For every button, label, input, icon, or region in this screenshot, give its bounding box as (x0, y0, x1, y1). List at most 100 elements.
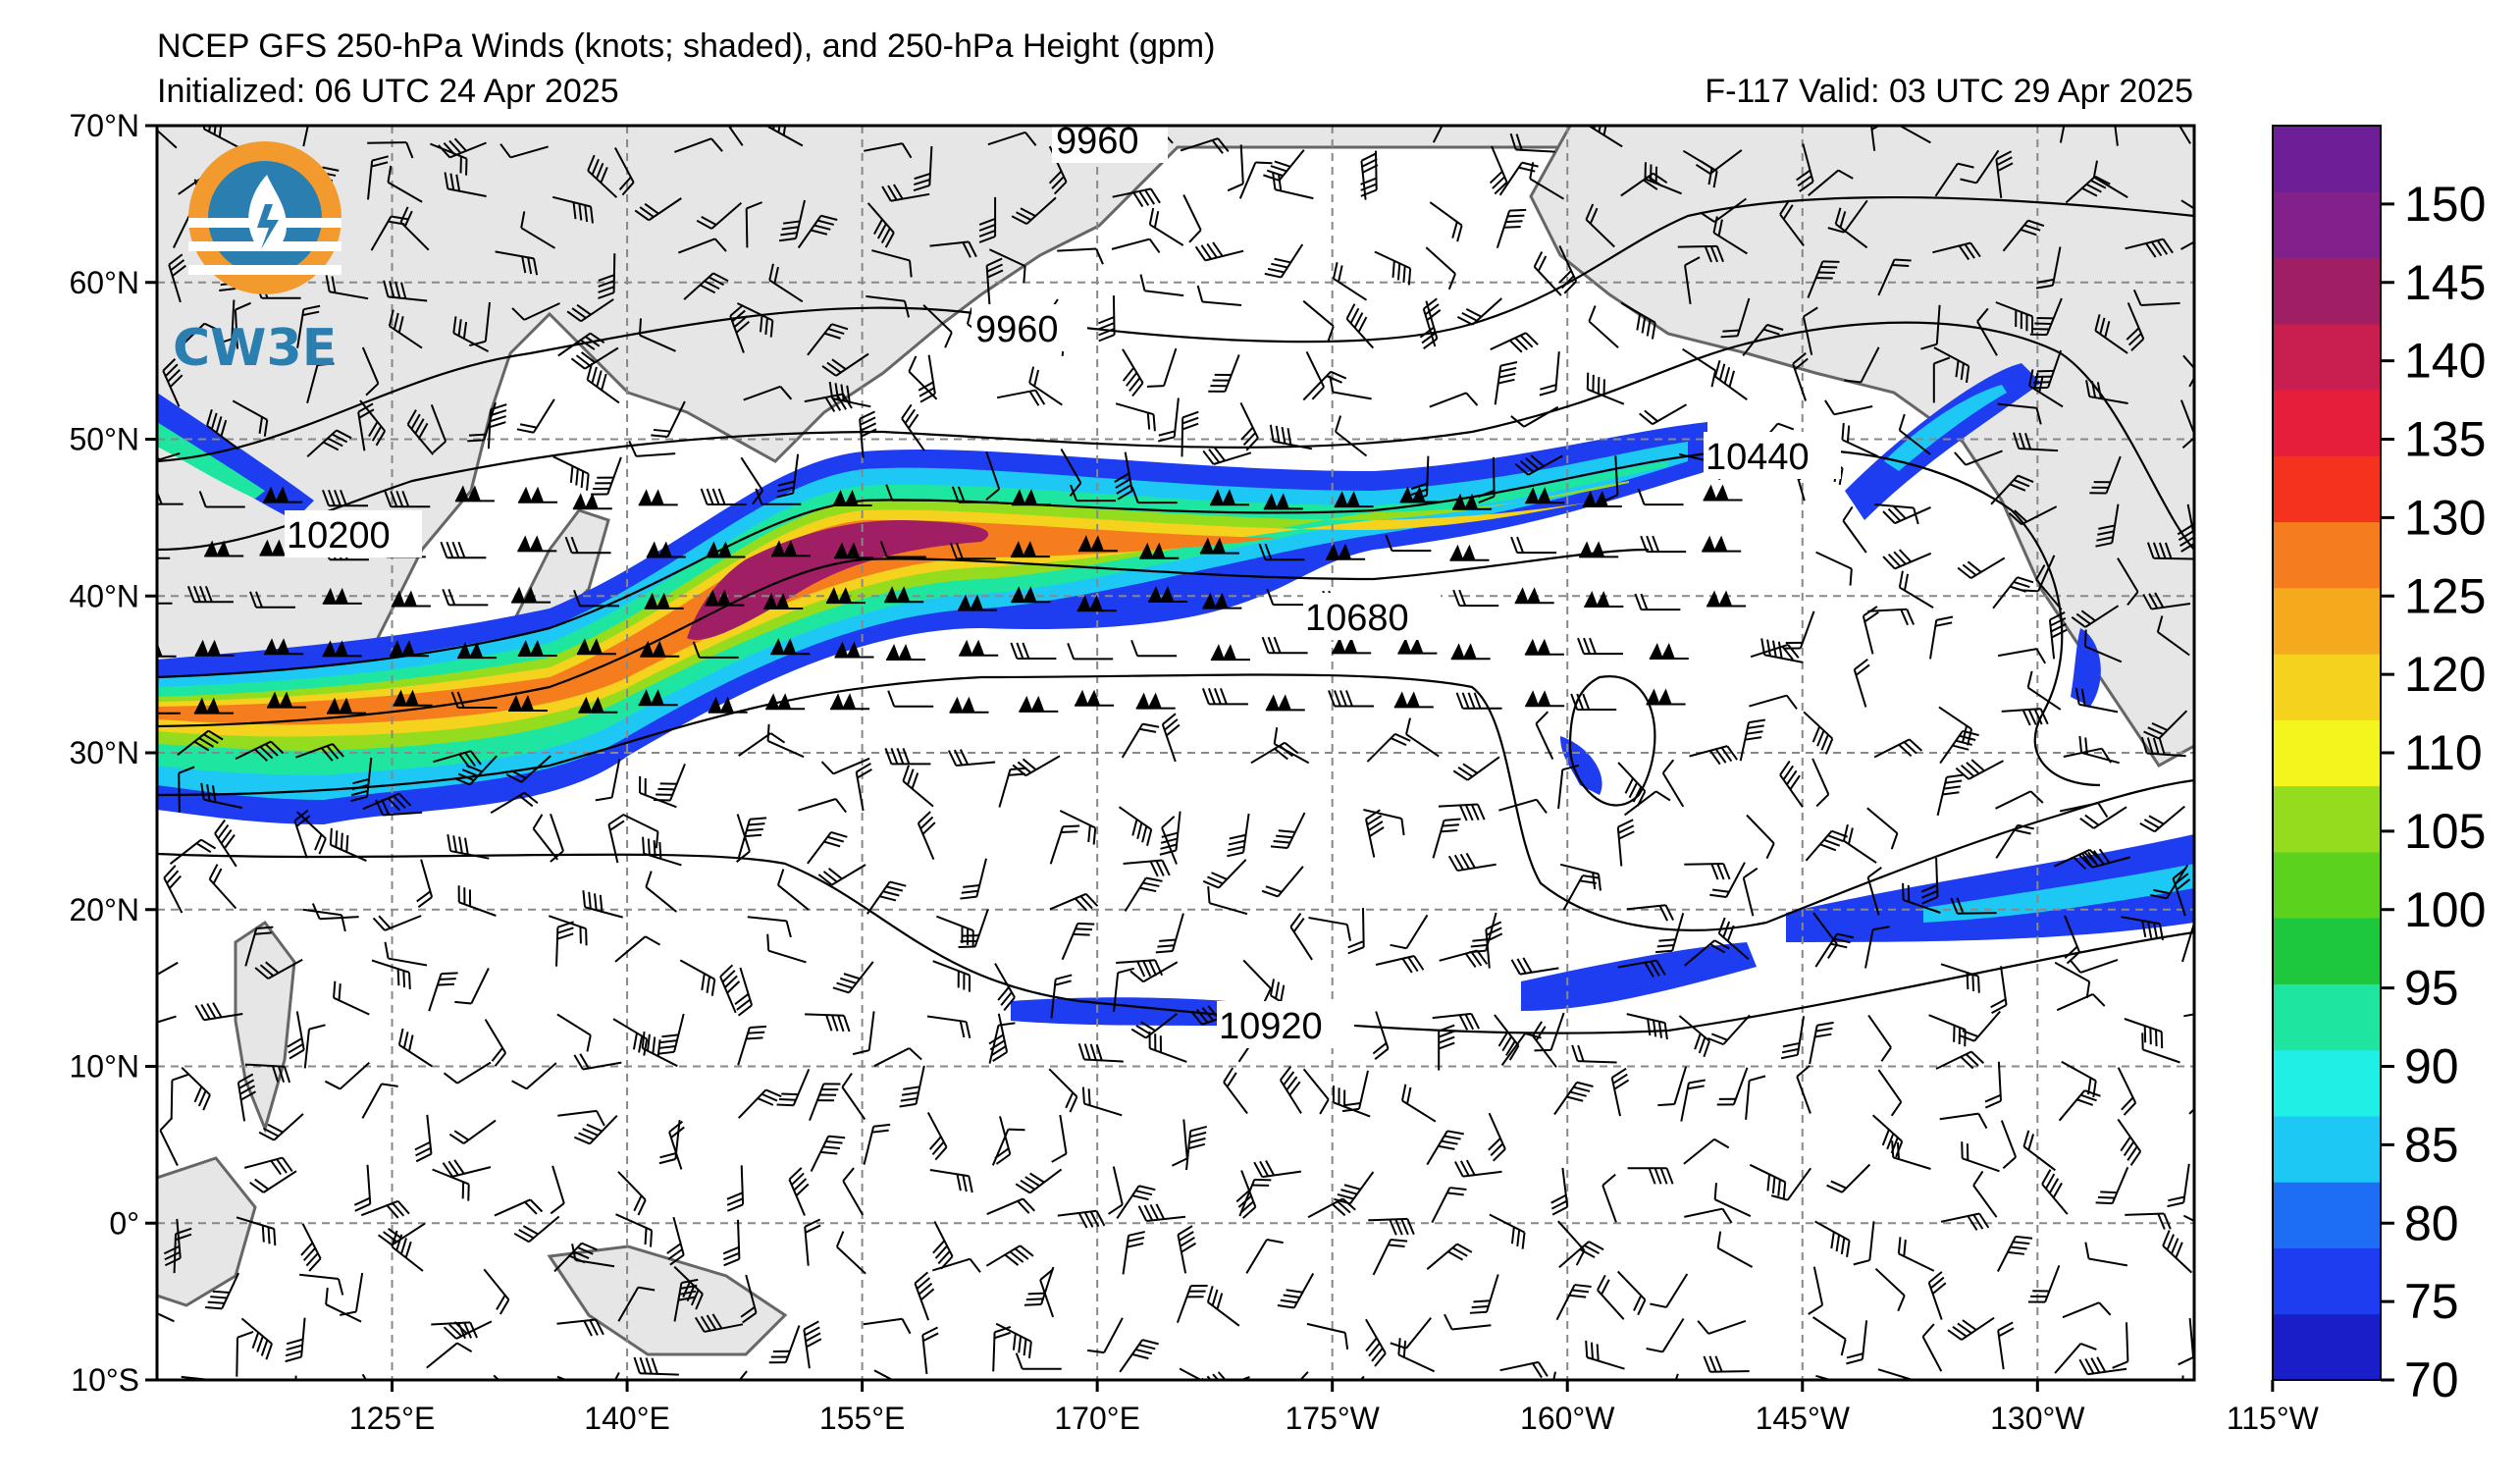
wind-barb (692, 641, 739, 659)
barb-feather (338, 983, 341, 1001)
barb-feather (210, 412, 218, 430)
barb-feather (285, 1350, 302, 1357)
philippines-land (234, 920, 296, 1134)
barb-feather (1360, 152, 1378, 162)
barb-feather (597, 476, 614, 479)
barb-feather (1838, 467, 1844, 486)
barb-feather (1441, 1139, 1458, 1145)
barb-feather (827, 327, 845, 335)
barb-pennant (1338, 543, 1352, 559)
barb-feather (2164, 1413, 2179, 1420)
wind-barb (1940, 1212, 1990, 1231)
barb-feather (772, 1350, 790, 1352)
wind-barb (2172, 867, 2191, 917)
barb-feather (206, 783, 211, 802)
barb-feather (1311, 386, 1325, 400)
barb-feather (166, 870, 180, 884)
wind-barb (1891, 1140, 1931, 1170)
wind-barb (263, 486, 303, 503)
barb-feather (1824, 399, 1835, 415)
wind-barb (1157, 397, 1180, 443)
wind-barb (367, 155, 389, 200)
barb-pennant (1086, 689, 1101, 706)
barb-feather (1632, 786, 1643, 803)
barb-feather (1278, 829, 1295, 833)
barb-feather (2146, 542, 2155, 559)
wind-barb (2054, 1342, 2097, 1374)
barb-feather (2223, 1008, 2231, 1025)
barb-feather (1255, 161, 1273, 165)
barb-feather (1970, 759, 1985, 772)
barb-feather (588, 891, 592, 909)
wind-barb (2062, 1301, 2112, 1319)
barb-feather (1391, 260, 1395, 278)
barb-feather (1972, 1214, 1984, 1230)
barb-feather (332, 433, 348, 444)
barb-feather (1063, 824, 1080, 828)
barb-feather (396, 969, 400, 986)
barb-pennant (832, 490, 847, 505)
barb-feather (511, 1080, 528, 1090)
wind-barb (674, 137, 723, 153)
barb-feather (1447, 855, 1459, 872)
barb-feather (2166, 1234, 2175, 1250)
wind-barb (1780, 1016, 1806, 1060)
barb-feather (1634, 593, 1643, 610)
barb-feather (951, 486, 960, 503)
barb-feather (1849, 1387, 1859, 1404)
wind-barb (1932, 356, 1951, 403)
barb-feather (2081, 186, 2098, 197)
barb-feather (1815, 277, 1833, 280)
barb-feather (1266, 588, 1275, 606)
wind-barb (2124, 1018, 2164, 1049)
wind-barb (1261, 636, 1308, 655)
barb-feather (827, 835, 845, 843)
barb-feather (211, 785, 217, 803)
wind-barb (2048, 610, 2068, 660)
barb-feather (1902, 882, 1905, 901)
barb-feather (2148, 815, 2165, 825)
wind-barb (1874, 1267, 1906, 1312)
barb-feather (960, 895, 977, 900)
barb-feather (2193, 381, 2209, 396)
barb-feather (1710, 863, 1719, 880)
barb-feather (1830, 1180, 1847, 1190)
barb-feather (1617, 824, 1635, 834)
barb-feather (1537, 1361, 1549, 1377)
barb-feather (1087, 824, 1091, 843)
barb-feather (2094, 314, 2101, 332)
barb-pennant (517, 535, 532, 552)
wind-barb (564, 536, 611, 555)
barb-pennant (1011, 586, 1025, 603)
contour-label-10920: 10920 (1219, 1006, 1323, 1047)
barb-feather (1947, 1329, 1963, 1341)
barb-feather (499, 1298, 510, 1315)
barb-feather (569, 465, 574, 483)
barb-feather (1617, 819, 1634, 828)
wind-barb (2022, 1130, 2057, 1172)
barb-feather (1158, 430, 1176, 437)
barb-feather (489, 421, 506, 429)
barb-feather (580, 339, 596, 350)
colorbar-label: 125 (2404, 568, 2486, 623)
barb-feather (2213, 1086, 2229, 1102)
wind-barb (1546, 1371, 1556, 1380)
barb-feather (1338, 265, 1343, 283)
wind-barb (884, 586, 924, 604)
wind-barb (548, 915, 588, 946)
barb-feather (1332, 1203, 1346, 1217)
barb-feather (2132, 289, 2142, 306)
barb-feather (820, 761, 835, 775)
barb-feather (1960, 178, 1977, 185)
subtropical-streak-east-core (1923, 864, 2194, 923)
barb-feather (1590, 1342, 1594, 1359)
wind-barb (985, 257, 1004, 305)
wind-barb (2140, 736, 2186, 758)
barb-feather (1656, 943, 1674, 948)
wind-barb (1057, 247, 1104, 265)
barb-feather (391, 1230, 398, 1247)
barb-feather (573, 590, 581, 607)
barb-feather (2027, 709, 2037, 725)
wind-barb (1202, 447, 1252, 465)
barb-feather (1780, 1053, 1799, 1060)
